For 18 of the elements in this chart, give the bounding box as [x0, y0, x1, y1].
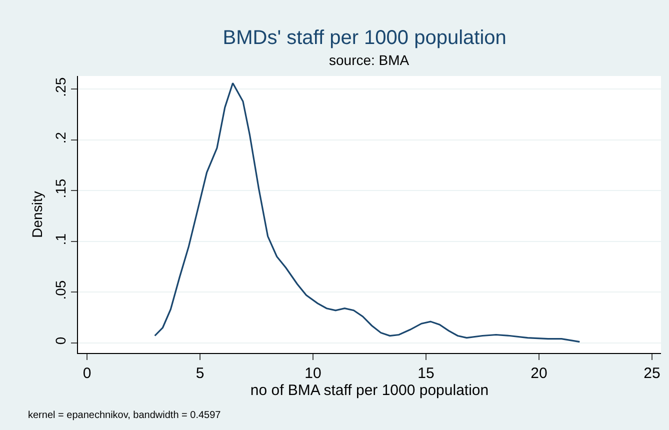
x-tick-label: 20	[530, 365, 548, 382]
x-tick-label: 0	[82, 365, 92, 382]
x-tick-label: 15	[418, 365, 434, 382]
y-axis-title: Density	[29, 191, 45, 238]
y-tick-label: .25	[52, 77, 68, 97]
y-tick-label: .2	[52, 132, 68, 144]
y-tick-label: .15	[52, 178, 68, 198]
y-tick-label: 0	[52, 336, 68, 345]
chart-subtitle: source: BMA	[329, 52, 410, 68]
text: kernel = epanechnikov, bandwidth = 0.4597	[28, 410, 222, 421]
line-series	[154, 82, 580, 343]
x-axis-title: no of BMA staff per 1000 population	[250, 382, 489, 399]
y-tick-label: .1	[52, 233, 68, 246]
x-tick-label: 25	[644, 365, 660, 382]
x-tick-label: 10	[304, 365, 322, 382]
chart-title: BMDs' staff per 1000 population	[222, 27, 506, 50]
y-tick-label: .05	[52, 280, 68, 300]
x-tick-label: 5	[196, 365, 204, 382]
